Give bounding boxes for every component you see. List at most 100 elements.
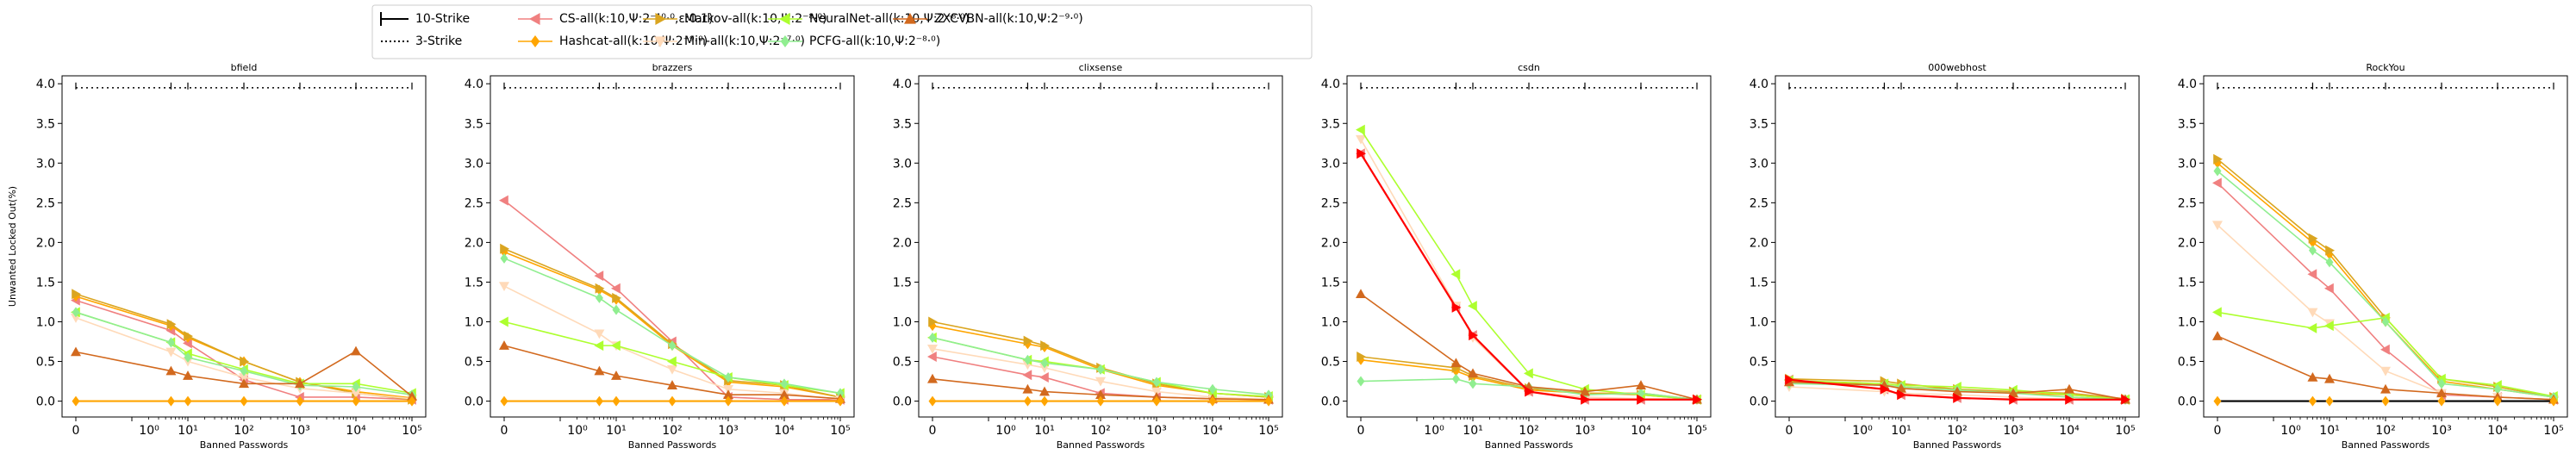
ten-strike-point (2549, 395, 2558, 407)
panel-csdn: csdn 0.0 0.5 1.0 1.5 2.0 2.5 3.0 3.5 4.0 0 10⁰ 10¹ 10… (1321, 62, 1712, 451)
legend-entry-hashcat: Hashcat-all(k:10,Ψ:2⁻⁹·⁰) (518, 34, 708, 48)
ten-strike-point (928, 395, 937, 407)
data-point (2380, 383, 2391, 394)
legend-marker (780, 35, 790, 47)
y-tick-label: 0.0 (36, 395, 55, 409)
y-tick-label: 1.5 (2178, 276, 2197, 289)
data-point (1468, 368, 1478, 378)
y-tick-label: 3.0 (2178, 157, 2197, 171)
x-tick-label: 0 (929, 424, 937, 438)
legend: 10-Strike 3-Strike CS-all(k:10,Ψ:2⁻¹⁰·⁰,ε:… (371, 4, 1313, 59)
x-tick-label: 10² (662, 424, 682, 438)
y-tick-label: 1.0 (1750, 315, 1768, 329)
y-tick-label: 1.5 (1321, 276, 1340, 289)
data-point (667, 364, 677, 375)
ten-strike-series (928, 395, 1273, 407)
ten-strike-point (500, 395, 508, 407)
y-tick-label: 1.0 (465, 315, 483, 329)
ten-strike-point (836, 395, 845, 407)
legend-entry-cs: CS-all(k:10,Ψ:2⁻¹⁰·⁰,ε:0.1) (518, 12, 713, 26)
data-point (239, 378, 249, 389)
data-point (71, 346, 81, 357)
legend-label: 10-Strike (415, 12, 470, 26)
ten-strike-point (595, 395, 603, 407)
ten-strike-point (2213, 395, 2222, 407)
data-point (2008, 388, 2018, 398)
data-point (1952, 386, 1962, 396)
data-point (499, 282, 509, 292)
legend-label: ZXCVBN-all(k:10,Ψ:2⁻⁹·⁰) (934, 12, 1083, 26)
y-axis: 0.0 0.5 1.0 1.5 2.0 2.5 3.0 3.5 4.0 (1321, 78, 1347, 409)
data-point (183, 338, 192, 349)
data-point (2493, 383, 2502, 395)
data-point (611, 340, 621, 352)
x-tick-label: 10⁴ (2059, 424, 2080, 438)
data-point (779, 389, 789, 400)
x-tick-label: 10³ (1575, 424, 1594, 438)
data-point (594, 365, 605, 376)
ten-strike-point (612, 395, 621, 407)
ten-strike-point (2381, 395, 2390, 407)
x-tick-label: 10⁵ (2115, 424, 2135, 438)
data-point (1040, 340, 1050, 352)
data-point (240, 356, 249, 367)
legend-marker (529, 13, 540, 25)
x-axis-label: Banned Passwords (200, 439, 289, 451)
panel-title: csdn (1518, 62, 1540, 73)
y-axis: 0.0 0.5 1.0 1.5 2.0 2.5 3.0 3.5 4.0 (1750, 78, 1775, 409)
y-tick-label: 3.5 (36, 117, 55, 131)
x-tick-label: 10¹ (1891, 424, 1911, 438)
ten-strike-point (1357, 148, 1366, 159)
data-point (595, 283, 605, 294)
data-point (1469, 378, 1477, 389)
panel-bfield: bfield 0.0 0.5 1.0 1.5 2.0 2.5 3.0 3.5 4.0 0 10⁰ 10¹… (36, 62, 427, 451)
ten-strike-point (1637, 394, 1646, 405)
y-tick-label: 2.0 (1750, 236, 1768, 250)
x-tick-label: 10³ (718, 424, 738, 438)
data-point (184, 331, 193, 342)
ten-strike-point (1897, 389, 1906, 401)
data-point (2308, 233, 2318, 244)
data-point (2437, 378, 2446, 389)
ten-strike-point (780, 395, 789, 407)
y-tick-label: 0.5 (36, 356, 55, 370)
data-point (928, 332, 937, 343)
x-axis: 0 10⁰ 10¹ 10² 10³ 10⁴ 10⁵ (72, 417, 422, 438)
ten-strike-point (2437, 395, 2446, 407)
y-tick-label: 1.0 (2178, 315, 2197, 329)
x-tick-label: 10⁰ (567, 424, 588, 438)
legend-label: NeuralNet-all(k:10,Ψ:2⁻⁸·⁰) (809, 12, 970, 26)
data-point (1023, 335, 1033, 346)
panel-clixsense: clixsense 0.0 0.5 1.0 1.5 2.0 2.5 3.0 3.5 4.0 0 10⁰… (893, 62, 1283, 451)
x-tick-label: 10² (1947, 424, 1967, 438)
data-point (1152, 377, 1161, 388)
data-point (1022, 370, 1032, 381)
data-point (1039, 386, 1050, 396)
x-tick-label: 0 (2214, 424, 2222, 438)
x-tick-label: 10⁵ (402, 424, 421, 438)
data-point (1357, 352, 1366, 363)
ten-strike-point (1208, 395, 1217, 407)
x-tick-label: 0 (1357, 424, 1365, 438)
data-point (2064, 383, 2074, 394)
ten-strike-series (1785, 374, 2130, 405)
y-tick-label: 3.0 (1750, 157, 1768, 171)
data-point (1023, 354, 1032, 365)
data-point (1356, 289, 1366, 299)
data-point (594, 329, 605, 339)
ten-strike-point (2009, 394, 2018, 405)
panels: bfield 0.0 0.5 1.0 1.5 2.0 2.5 3.0 3.5 4.0 0 10⁰ 10¹… (7, 62, 2568, 451)
x-axis: 0 10⁰ 10¹ 10² 10³ 10⁴ 10⁵ (929, 417, 1279, 438)
legend-frame (371, 4, 1313, 59)
y-tick-label: 3.5 (1321, 117, 1340, 131)
data-point (240, 365, 248, 377)
ten-strike-point (1953, 392, 1962, 403)
legend-marker (904, 13, 916, 24)
data-point (780, 378, 789, 389)
x-tick-label: 10² (234, 424, 253, 438)
x-tick-label: 10² (1519, 424, 1538, 438)
panel-RockYou: RockYou 0.0 0.5 1.0 1.5 2.0 2.5 3.0 3.5 4.0 0 10⁰ 10… (2178, 62, 2568, 451)
y-tick-label: 4.0 (36, 78, 55, 91)
data-point (612, 304, 621, 315)
